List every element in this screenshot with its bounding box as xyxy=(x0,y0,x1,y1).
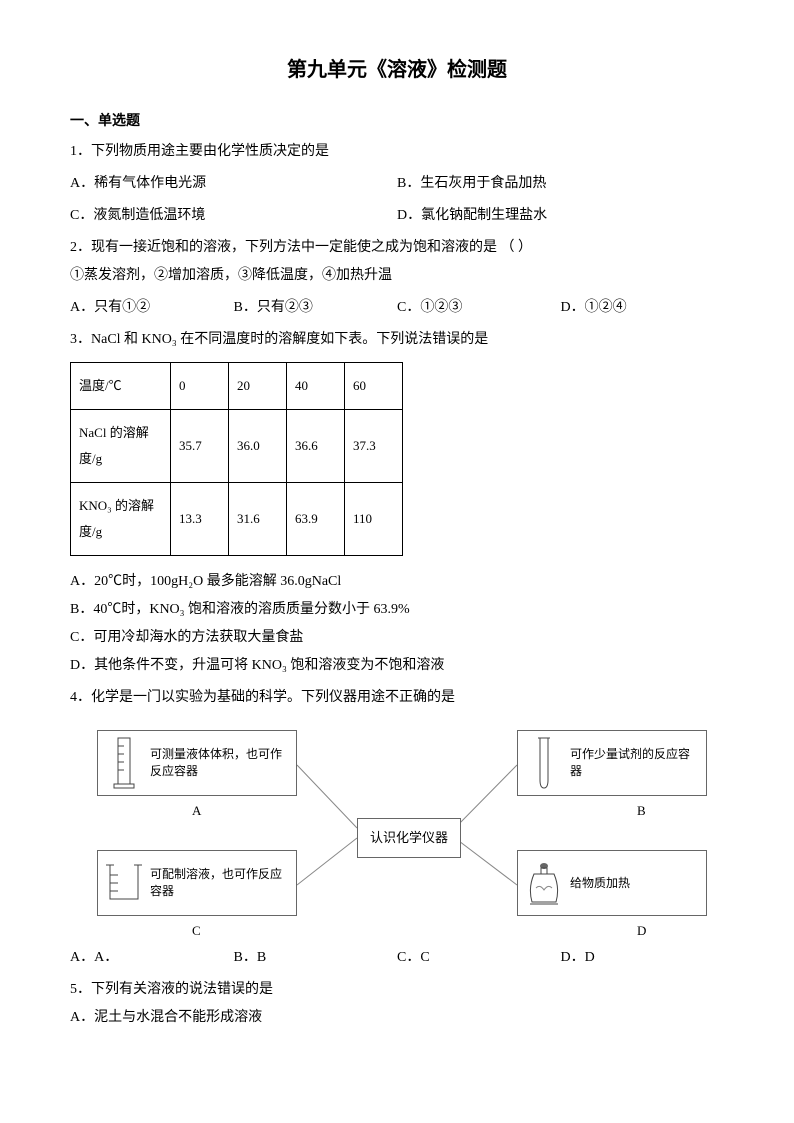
q4-diagram: 认识化学仪器 可测量液体体积，也可作反应容器 A 可作少量试剂的反应容器 B xyxy=(77,720,717,940)
cylinder-icon xyxy=(104,735,144,791)
q2-opt-b: B．只有②③ xyxy=(234,294,398,322)
q4-opt-c: C．C xyxy=(397,944,561,972)
diagram-box-d-text: 给物质加热 xyxy=(570,875,630,892)
table-cell: 0 xyxy=(171,363,229,410)
beaker-icon xyxy=(104,855,144,911)
table-cell: 31.6 xyxy=(229,483,287,556)
table-cell: 60 xyxy=(345,363,403,410)
q4-opt-a: A．A． xyxy=(70,944,234,972)
diagram-label-b: B xyxy=(637,798,646,824)
q5-opt-a: A．泥土与水混合不能形成溶液 xyxy=(70,1004,724,1032)
diagram-label-d: D xyxy=(637,918,646,944)
table-cell: 13.3 xyxy=(171,483,229,556)
q3-opt-d: D．其他条件不变，升温可将 KNO₃ 饱和溶液变为不饱和溶液 xyxy=(70,652,724,680)
table-cell: 35.7 xyxy=(171,410,229,483)
q5-stem: 5．下列有关溶液的说法错误的是 xyxy=(70,976,724,1004)
section-heading: 一、单选题 xyxy=(70,106,724,134)
table-cell: KNO₃ 的溶解度/g xyxy=(71,483,171,556)
q4-opt-d: D．D xyxy=(561,944,725,972)
q2-stem: 2．现有一接近饱和的溶液，下列方法中一定能使之成为饱和溶液的是 （ ） xyxy=(70,234,724,262)
table-cell: 110 xyxy=(345,483,403,556)
diagram-box-b-text: 可作少量试剂的反应容器 xyxy=(570,746,700,780)
q1-opt-b: B．生石灰用于食品加热 xyxy=(397,170,724,198)
table-cell: 37.3 xyxy=(345,410,403,483)
q3-stem: 3．NaCl 和 KNO₃ 在不同温度时的溶解度如下表。下列说法错误的是 xyxy=(70,326,724,354)
q3-opt-a: A．20℃时，100gH₂O 最多能溶解 36.0gNaCl xyxy=(70,568,724,596)
diagram-box-a-text: 可测量液体体积，也可作反应容器 xyxy=(150,746,290,780)
test-tube-icon xyxy=(524,735,564,791)
diagram-center: 认识化学仪器 xyxy=(357,818,461,858)
q4-stem: 4．化学是一门以实验为基础的科学。下列仪器用途不正确的是 xyxy=(70,684,724,712)
table-cell: 63.9 xyxy=(287,483,345,556)
q1-opt-c: C．液氮制造低温环境 xyxy=(70,202,397,230)
table-cell: 温度/℃ xyxy=(71,363,171,410)
q2-opt-a: A．只有①② xyxy=(70,294,234,322)
diagram-box-c-text: 可配制溶液，也可作反应容器 xyxy=(150,866,290,900)
table-cell: 36.6 xyxy=(287,410,345,483)
diagram-label-a: A xyxy=(192,798,201,824)
diagram-label-c: C xyxy=(192,918,201,944)
q1-opt-d: D．氯化钠配制生理盐水 xyxy=(397,202,724,230)
table-cell: 40 xyxy=(287,363,345,410)
table-cell: NaCl 的溶解度/g xyxy=(71,410,171,483)
q2-opt-d: D．①②④ xyxy=(561,294,725,322)
q4-opt-b: B．B xyxy=(234,944,398,972)
q1-opt-a: A．稀有气体作电光源 xyxy=(70,170,397,198)
table-cell: 20 xyxy=(229,363,287,410)
q2-opt-c: C．①②③ xyxy=(397,294,561,322)
page-title: 第九单元《溶液》检测题 xyxy=(70,50,724,90)
q2-line2: ①蒸发溶剂，②增加溶质，③降低温度，④加热升温 xyxy=(70,262,724,290)
q3-opt-c: C．可用冷却海水的方法获取大量食盐 xyxy=(70,624,724,652)
q3-table: 温度/℃ 0 20 40 60 NaCl 的溶解度/g 35.7 36.0 36… xyxy=(70,362,403,556)
q1-stem: 1．下列物质用途主要由化学性质决定的是 xyxy=(70,138,724,166)
table-cell: 36.0 xyxy=(229,410,287,483)
alcohol-lamp-icon xyxy=(524,855,564,911)
q3-opt-b: B．40℃时，KNO₃ 饱和溶液的溶质质量分数小于 63.9% xyxy=(70,596,724,624)
